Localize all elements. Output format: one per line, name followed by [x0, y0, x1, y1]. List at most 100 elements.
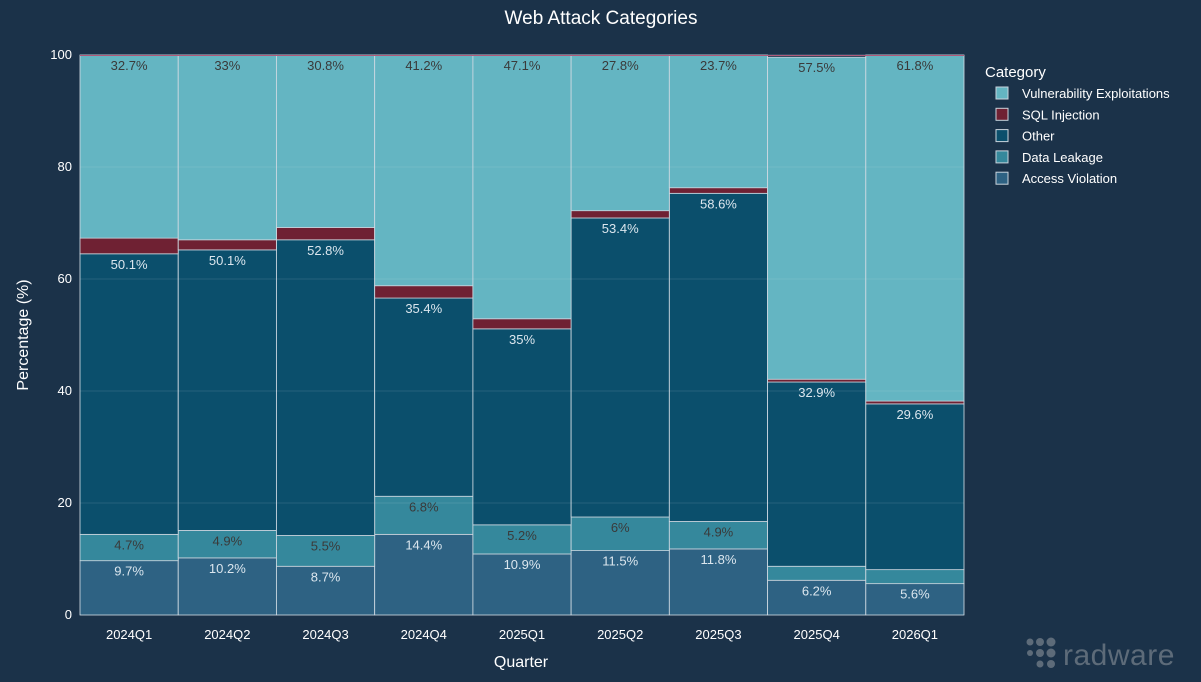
bar-segment-other: [79, 253, 179, 535]
legend-item: Data Leakage: [1022, 150, 1103, 165]
bar-segment-vulnerability-exploitations: [767, 56, 867, 380]
data-label: 4.9%: [704, 524, 734, 539]
bar-segment-access-violation: [374, 533, 474, 616]
bar-segment-access-violation: [767, 579, 867, 616]
data-label: 52.8%: [307, 243, 344, 258]
data-label: 4.7%: [114, 537, 144, 552]
legend-swatch: [995, 171, 1009, 185]
x-tick-label: 2026Q1: [892, 627, 938, 642]
legend-swatch: [995, 129, 1009, 143]
radware-logo-text: radware: [1063, 639, 1175, 672]
legend-item: Access Violation: [1022, 171, 1117, 186]
bar-segment-other: [865, 403, 965, 571]
x-tick-label: 2025Q2: [597, 627, 643, 642]
bar-segment-data-leakage: [767, 565, 867, 581]
legend-item: Other: [1022, 129, 1055, 144]
bar-segment-vulnerability-exploitations: [570, 54, 670, 212]
bar-segment-access-violation: [472, 553, 572, 616]
y-tick-label: 80: [58, 159, 72, 174]
data-label: 30.8%: [307, 58, 344, 73]
data-label: 58.6%: [700, 196, 737, 211]
bar-segment-access-violation: [865, 583, 965, 616]
data-label: 47.1%: [504, 58, 541, 73]
y-tick-label: 40: [58, 383, 72, 398]
data-label: 8.7%: [311, 569, 341, 584]
legend-item: Vulnerability Exploitations: [1022, 86, 1170, 101]
radware-logo-icon: [1026, 637, 1056, 668]
bar-segment-other: [177, 249, 277, 531]
bar-segment-vulnerability-exploitations: [865, 54, 965, 402]
data-label: 5.6%: [900, 587, 930, 602]
bar-segment-other: [276, 239, 376, 536]
data-label: 14.4%: [405, 537, 442, 552]
data-label: 35%: [509, 332, 535, 347]
data-label: 29.6%: [896, 407, 933, 422]
bar-segment-data-leakage: [276, 535, 376, 567]
y-tick-label: 60: [58, 271, 72, 286]
legend-swatch: [995, 86, 1009, 100]
data-label: 5.2%: [507, 528, 537, 543]
x-axis-ticks: 2024Q1 2024Q2 2024Q3 2024Q4 2025Q1 2025Q2 2025…: [106, 627, 938, 642]
y-tick-label: 0: [65, 607, 72, 622]
legend-swatch: [995, 107, 1009, 121]
y-axis-ticks: 0 20 40 60 80 100: [50, 47, 72, 622]
bar-segment-sql-injection: [668, 187, 768, 194]
bars-group: [79, 54, 965, 616]
bar-segment-data-leakage: [79, 533, 179, 562]
data-label: 41.2%: [405, 58, 442, 73]
bar-segment-access-violation: [177, 557, 277, 616]
legend-item: SQL Injection: [1022, 107, 1100, 122]
bar-segment-other: [472, 328, 572, 526]
data-label: 9.7%: [114, 564, 144, 579]
data-label: 6.2%: [802, 583, 832, 598]
bar-segment-other: [570, 217, 670, 518]
bar-segment-access-violation: [276, 565, 376, 616]
data-label: 27.8%: [602, 58, 639, 73]
x-tick-label: 2024Q4: [401, 627, 447, 642]
x-tick-label: 2024Q3: [302, 627, 348, 642]
chart-title: Web Attack Categories: [505, 8, 698, 29]
bar-segment-vulnerability-exploitations: [79, 54, 179, 239]
data-label: 5.5%: [311, 538, 341, 553]
bar-segment-sql-injection: [472, 318, 572, 330]
x-tick-label: 2025Q4: [794, 627, 840, 642]
data-label: 6.8%: [409, 499, 439, 514]
bar-segment-vulnerability-exploitations: [668, 54, 768, 189]
bar-segment-sql-injection: [374, 285, 474, 299]
bar-segment-other: [374, 297, 474, 497]
bar-segment-vulnerability-exploitations: [374, 54, 474, 287]
data-label: 23.7%: [700, 58, 737, 73]
data-label: 50.1%: [111, 257, 148, 272]
bar-segment-access-violation: [570, 550, 670, 616]
data-label: 53.4%: [602, 221, 639, 236]
x-tick-label: 2025Q3: [695, 627, 741, 642]
data-label: 11.5%: [602, 554, 638, 569]
radware-logo: radware: [1026, 637, 1175, 672]
data-label: 35.4%: [405, 301, 442, 316]
bar-segment-vulnerability-exploitations: [177, 54, 277, 241]
y-tick-label: 20: [58, 495, 72, 510]
bar-segment-vulnerability-exploitations: [472, 54, 572, 320]
x-tick-label: 2024Q1: [106, 627, 152, 642]
data-label: 33%: [214, 58, 240, 73]
data-label: 11.8%: [700, 552, 736, 567]
bar-segment-other: [668, 192, 768, 522]
legend: Category Vulnerability Exploitations SQL …: [985, 64, 1170, 186]
bar-segment-sql-injection: [570, 210, 670, 219]
data-label: 57.5%: [798, 60, 835, 75]
bar-segment-sql-injection: [79, 237, 179, 255]
x-tick-label: 2024Q2: [204, 627, 250, 642]
data-labels-group: 9.7% 10.2% 8.7% 14.4% 10.9% 11.5% 11.8% 6.2% 5.6…: [111, 58, 934, 602]
data-label: 6%: [611, 520, 630, 535]
y-tick-label: 100: [50, 47, 72, 62]
bar-segment-data-leakage: [570, 516, 670, 551]
legend-swatch: [995, 150, 1009, 164]
y-axis-title: Percentage (%): [15, 279, 32, 390]
data-label: 32.7%: [111, 58, 148, 73]
bar-segment-sql-injection: [177, 239, 277, 251]
bar-segment-sql-injection: [767, 378, 867, 383]
data-label: 61.8%: [896, 58, 933, 73]
data-label: 4.9%: [213, 533, 243, 548]
data-label: 10.2%: [209, 561, 246, 576]
